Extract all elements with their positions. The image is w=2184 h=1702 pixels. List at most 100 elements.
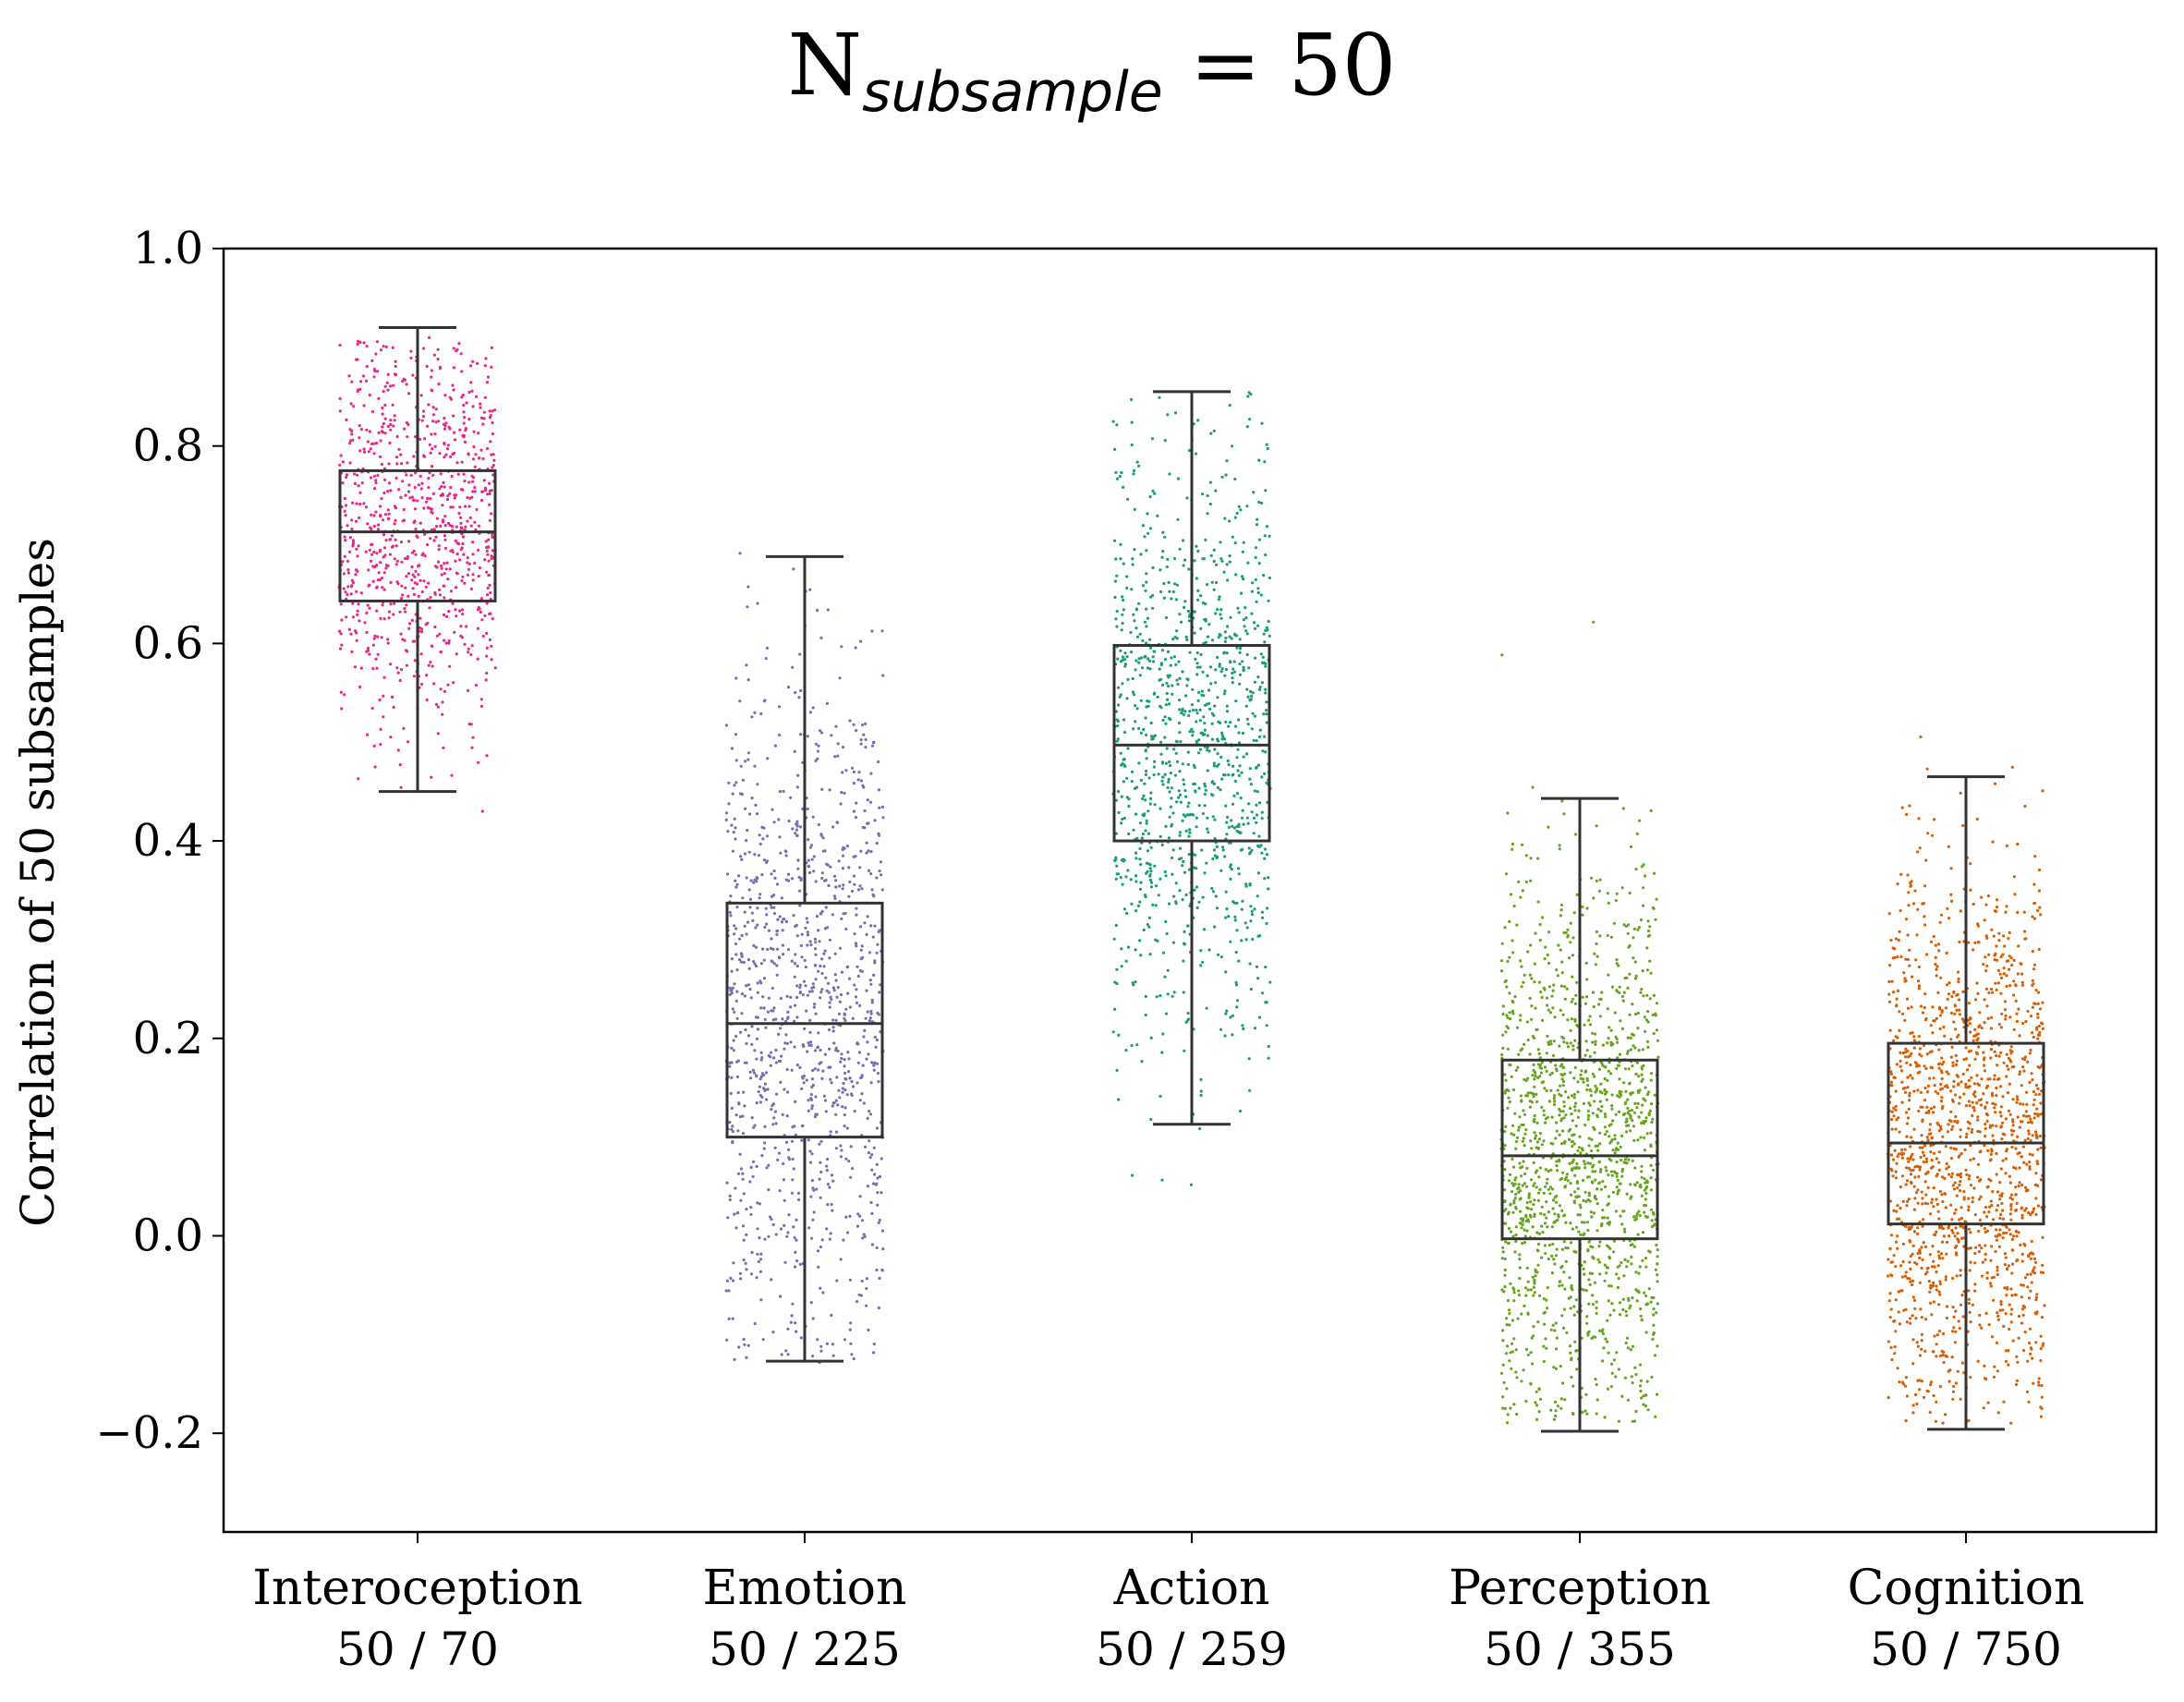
data-point [1188,710,1192,713]
data-point [1585,1049,1589,1052]
data-point [1593,1100,1596,1103]
data-point [382,390,385,394]
data-point [459,548,463,552]
data-point [1144,749,1147,753]
data-point [867,849,870,853]
data-point [1518,1253,1522,1257]
data-point [1171,692,1174,696]
data-point [1542,1113,1546,1117]
data-point [797,1197,801,1202]
data-point [1615,1351,1619,1355]
data-point [1607,1202,1610,1206]
data-point [811,1186,815,1190]
data-point [1139,731,1143,735]
data-point [1553,1262,1557,1266]
data-point [2033,917,2037,920]
data-point [1559,1280,1562,1283]
data-point [820,876,824,881]
data-point [1544,1337,1547,1341]
data-point [474,684,479,687]
data-point [377,396,381,400]
data-point [1598,878,1602,881]
data-point [875,951,879,954]
data-point [777,818,781,821]
data-point [1529,1178,1534,1182]
data-point [780,1227,783,1231]
data-point [368,652,371,656]
data-point [453,496,456,500]
data-point [1553,1094,1557,1098]
data-point [798,991,803,994]
data-point [1594,1042,1597,1046]
data-point [454,586,458,590]
data-point [1232,901,1236,905]
data-point [807,1043,811,1047]
data-point [1195,816,1198,820]
data-point [738,1115,743,1119]
data-point [1223,517,1227,520]
data-point [816,749,820,753]
data-point [1266,446,1269,451]
data-point [1501,1339,1505,1343]
data-point [1928,1128,1932,1132]
data-point [1544,1121,1547,1125]
data-point [434,420,438,424]
data-point [1212,764,1216,768]
data-point [773,744,778,748]
data-point [775,932,779,937]
data-point [1573,1017,1577,1021]
data-point [734,879,737,882]
data-point [806,807,809,811]
data-point [1161,1032,1165,1036]
data-point [455,652,458,656]
data-point [762,858,767,862]
data-point [1191,687,1195,691]
data-point [1256,790,1259,794]
data-point [1582,1160,1585,1163]
data-point [1654,918,1657,921]
data-point [767,1163,770,1167]
data-point [1577,1230,1581,1234]
data-point [1644,1181,1647,1185]
data-point [1636,1138,1640,1142]
data-point [1931,1005,1935,1009]
data-point [1547,1008,1550,1012]
data-point [1196,419,1200,422]
data-point [482,410,486,414]
data-point [831,1179,835,1183]
data-point [1594,963,1597,966]
data-point [820,871,824,875]
data-point [1999,976,2004,979]
data-point [841,746,845,749]
data-point [834,724,838,728]
data-point [1223,689,1227,693]
data-point [793,1019,796,1023]
data-point [1178,699,1182,702]
data-point [1905,1061,1909,1064]
data-point [868,1019,872,1023]
data-point [1229,877,1232,881]
data-point [454,608,457,612]
data-point [1524,880,1528,884]
data-point [1650,1295,1654,1299]
data-point [375,609,379,613]
data-point [1603,1076,1607,1081]
data-point [746,758,750,761]
data-point [725,1279,730,1283]
data-point [1558,844,1561,847]
data-point [1512,1299,1516,1303]
data-point [1178,708,1182,711]
data-point [1633,1012,1638,1016]
data-point [485,549,489,553]
data-point [1219,955,1223,959]
data-point [1512,1291,1516,1295]
data-point [1121,613,1124,616]
data-point [728,992,732,997]
data-point [1601,1064,1605,1067]
data-point [1995,1151,1998,1155]
data-point [488,416,492,419]
data-point [1606,1216,1609,1220]
data-point [411,373,415,377]
data-point [1124,959,1128,963]
data-point [1538,1166,1542,1170]
